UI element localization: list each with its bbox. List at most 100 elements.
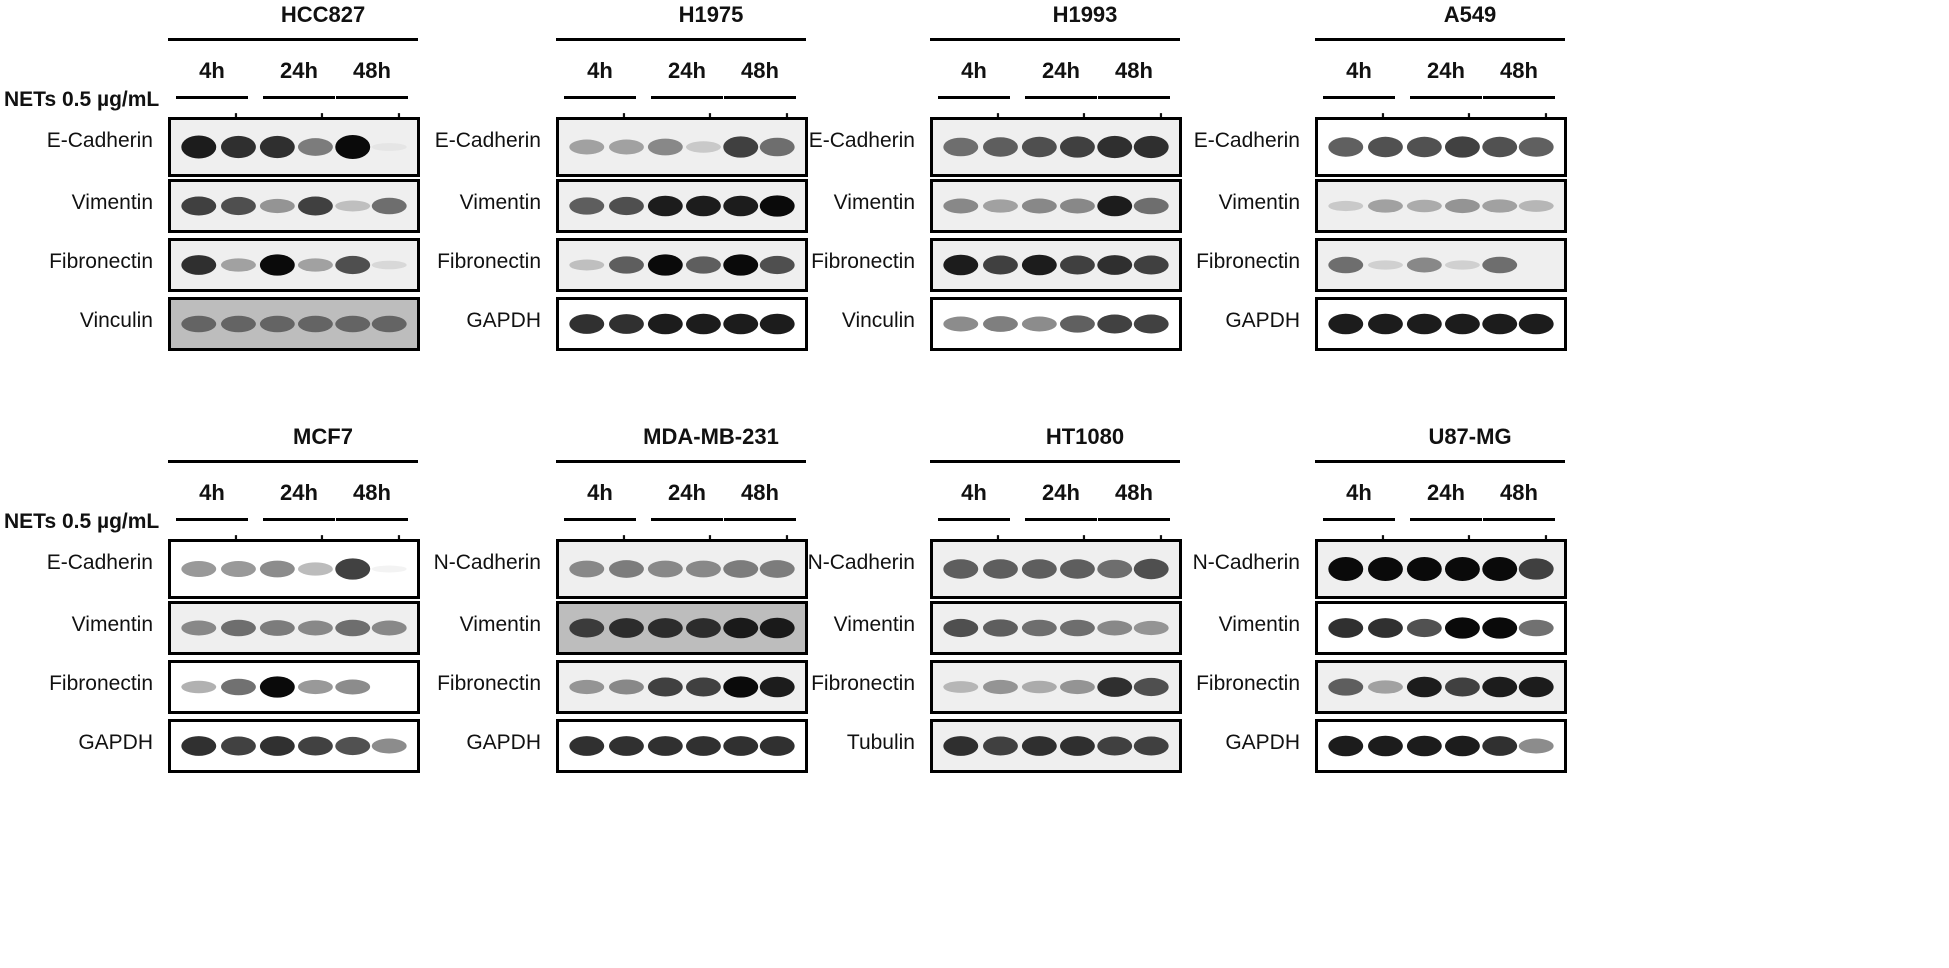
blot-image (569, 195, 795, 217)
blot-band (685, 141, 721, 153)
blot-band (685, 313, 721, 335)
blot-band (181, 135, 217, 159)
protein-label: N-Cadherin (433, 551, 541, 574)
blot-band (1097, 736, 1133, 756)
blot-strip (168, 539, 420, 599)
protein-label: Vinculin (841, 309, 915, 332)
blot-strip (930, 660, 1182, 714)
blot-band (982, 736, 1018, 756)
blot-band (371, 197, 407, 215)
blot-panel-3: A5494h24h48h-+-+-+E-CadherinVimentinFibr… (1194, 0, 1745, 440)
blot-panel-0: HCC8274h24h48h-+-+-+E-CadherinVimentinFi… (47, 0, 598, 440)
time-point-label: 48h (353, 480, 391, 505)
blot-band (1097, 559, 1133, 579)
blot-band (1021, 316, 1057, 332)
blot-band (608, 618, 644, 638)
protein-label: Fibronectin (811, 250, 915, 273)
blot-strip (556, 179, 808, 233)
time-point-label: 24h (668, 58, 706, 83)
blot-band (1406, 199, 1442, 213)
blot-band (1482, 736, 1518, 756)
blot-band (1021, 736, 1057, 756)
blot-band (1406, 557, 1442, 581)
blot-band (943, 254, 979, 276)
blot-band (943, 559, 979, 579)
time-point-rule (336, 96, 408, 99)
blot-band (220, 678, 256, 696)
blot-image (943, 135, 1169, 159)
blot-band (335, 679, 371, 695)
blot-band (759, 736, 795, 756)
blot-band (723, 313, 759, 335)
treatment-label: NETs 0.5 µg/mL (4, 510, 160, 533)
blot-image (181, 558, 407, 580)
time-point-label: 24h (1427, 480, 1465, 505)
blot-band (1097, 314, 1133, 334)
blot-band (259, 315, 295, 333)
time-point-label: 24h (1042, 58, 1080, 83)
blot-image (569, 560, 795, 578)
blot-band (647, 195, 683, 217)
blot-band (181, 736, 217, 756)
blot-panel-2: H19934h24h48h-+-+-+E-CadherinVimentinFib… (809, 0, 1360, 440)
blot-band (608, 560, 644, 578)
protein-label: E-Cadherin (1193, 129, 1300, 152)
blot-band (1367, 313, 1403, 335)
blot-band (685, 256, 721, 274)
time-point-rule (1025, 96, 1097, 99)
cell-line-title: MDA-MB-231 (643, 424, 779, 449)
blot-band (759, 255, 795, 275)
blot-band (982, 199, 1018, 213)
blot-band (1444, 136, 1480, 158)
blot-strip (930, 297, 1182, 351)
blot-band (569, 679, 605, 695)
blot-band (569, 259, 605, 271)
blot-band (759, 617, 795, 639)
time-point-rule (651, 96, 723, 99)
blot-band (647, 736, 683, 756)
time-point-rule (938, 96, 1010, 99)
protein-label: Vimentin (833, 613, 915, 636)
protein-label: Vimentin (1218, 191, 1300, 214)
cell-line-title: H1993 (1052, 2, 1118, 27)
blot-band (1021, 198, 1057, 214)
time-point-label: 48h (1500, 58, 1538, 83)
blot-band (569, 618, 605, 638)
blot-band (371, 738, 407, 754)
protein-label: GAPDH (1225, 731, 1300, 754)
blot-band (608, 256, 644, 274)
blot-panel-7: U87-MG4h24h48h-+-+-+N-CadherinVimentinFi… (1193, 422, 1745, 862)
time-point-rule (1098, 96, 1170, 99)
blot-band (1021, 680, 1057, 694)
blot-band (297, 620, 333, 636)
time-point-rule (176, 96, 248, 99)
time-point-rule (336, 518, 408, 521)
blot-band (569, 560, 605, 578)
blot-band (335, 736, 371, 756)
blot-image (569, 254, 795, 276)
protein-label: Fibronectin (1196, 672, 1300, 695)
cell-line-rule (930, 38, 1180, 41)
blot-band (982, 255, 1018, 275)
blot-band (1133, 677, 1169, 697)
blot-band (371, 565, 407, 573)
blot-image (569, 676, 795, 698)
protein-label: Vimentin (833, 191, 915, 214)
blot-band (943, 316, 979, 332)
blot-band (220, 135, 256, 159)
blot-image (1328, 676, 1554, 698)
blot-strip (556, 660, 808, 714)
time-point-rule (1098, 518, 1170, 521)
blot-band (1097, 195, 1133, 217)
blot-band (982, 619, 1018, 637)
time-point-rule (1410, 96, 1482, 99)
cell-line-rule (168, 460, 418, 463)
time-point-label: 48h (741, 480, 779, 505)
blot-band (259, 620, 295, 636)
blot-band (259, 736, 295, 756)
blot-band (1444, 198, 1480, 214)
blot-band (220, 258, 256, 272)
blot-strip (930, 601, 1182, 655)
blot-image (1328, 557, 1554, 581)
blot-band (685, 618, 721, 638)
